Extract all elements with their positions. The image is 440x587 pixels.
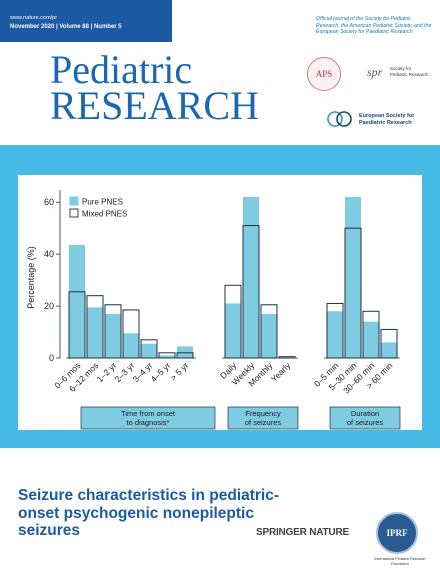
- bar-pure: [87, 307, 103, 358]
- bar-mixed: [104, 304, 122, 359]
- group-label-box: [329, 406, 401, 430]
- group-label-box: [80, 406, 216, 430]
- bar-pure: [327, 311, 343, 358]
- aps-logo: APS: [307, 57, 341, 91]
- spr-logo: spr: [367, 65, 383, 79]
- bar-mixed: [176, 352, 194, 359]
- group-label-text: of seizures: [347, 418, 384, 427]
- bar-mixed: [224, 284, 242, 359]
- y-axis-label: Percentage (%): [26, 246, 36, 309]
- bar-mixed: [278, 356, 296, 359]
- group-label-text: to diagnosis*: [127, 418, 170, 427]
- iprf-logo: IPRF: [376, 512, 418, 554]
- bar-mixed: [326, 302, 344, 359]
- publisher-logo: SPRINGER NATURE: [256, 527, 349, 538]
- y-tick-label: 20: [44, 301, 54, 311]
- bar-mixed: [362, 310, 380, 359]
- esp-logo-icon: [327, 111, 352, 127]
- y-tick-label: 0: [49, 353, 54, 363]
- bar-mixed: [242, 225, 260, 359]
- bar-mixed: [86, 295, 104, 359]
- official-journal-statement: Official journal of the Society for Pedi…: [316, 16, 432, 36]
- bar-pure: [141, 343, 157, 358]
- x-category-label: Yearly: [269, 360, 293, 384]
- bar-mixed: [380, 328, 398, 359]
- x-category-label: 4–5 yr: [149, 360, 173, 384]
- journal-url: www.nature.com/pr: [10, 15, 58, 21]
- cover-article-title: Seizure characteristics in pediatric-ons…: [18, 487, 280, 539]
- x-category-label: > 5 yr: [168, 360, 190, 382]
- bar-mixed: [344, 227, 362, 359]
- journal-title-line1: Pediatric: [50, 47, 193, 92]
- legend-mixed-label: Mixed PNES: [82, 210, 127, 219]
- iprf-logo-text: IPRF: [386, 528, 408, 538]
- bar-chart: 0 20 40 60 Percentage (%) Pure PNES Mixed PNES…: [26, 190, 401, 430]
- aps-logo-text: APS: [315, 69, 333, 79]
- bar-mixed: [122, 309, 140, 359]
- bar-pure: [159, 355, 175, 358]
- group-label-text: of seizures: [245, 418, 282, 427]
- bar-pure: [261, 313, 277, 358]
- esp-name: European Society for Paediatric Research: [359, 113, 415, 126]
- bar-pure: [243, 197, 259, 358]
- legend-mixed-swatch: [69, 208, 79, 218]
- group-label-text: Duration: [351, 409, 379, 418]
- bar-pure: [363, 321, 379, 358]
- spr-name: Society for Pediatric Research: [390, 66, 429, 77]
- bar-mixed: [140, 339, 158, 359]
- bar-pure: [69, 245, 85, 358]
- bar-pure: [345, 197, 361, 358]
- bar-pure: [177, 346, 193, 358]
- group-label-text: Frequency: [245, 409, 281, 418]
- bar-mixed: [158, 352, 176, 359]
- journal-title-line2: RESEARCH: [50, 83, 259, 128]
- group-label-text: Time from onset: [121, 409, 176, 418]
- y-tick-label: 40: [44, 249, 54, 259]
- bar-mixed: [260, 304, 278, 359]
- legend-pure-swatch: [69, 196, 79, 206]
- bar-pure: [123, 333, 139, 358]
- bar-pure: [381, 342, 397, 358]
- chart-area: 0 20 40 60 Percentage (%) Pure PNES Mixed PNES…: [18, 175, 422, 430]
- bar-pure: [225, 303, 241, 358]
- y-tick-label: 60: [44, 197, 54, 207]
- issue-header-bar: www.nature.com/pr November 2020 | Volume…: [0, 0, 172, 42]
- bar-pure: [105, 313, 121, 358]
- issue-info: November 2020 | Volume 88 | Number 5: [10, 24, 122, 30]
- group-label-box: [227, 406, 299, 430]
- iprf-name: International Pediatric Research Foundat…: [374, 557, 426, 566]
- bar-mixed: [68, 291, 86, 359]
- legend-pure-label: Pure PNES: [82, 198, 123, 207]
